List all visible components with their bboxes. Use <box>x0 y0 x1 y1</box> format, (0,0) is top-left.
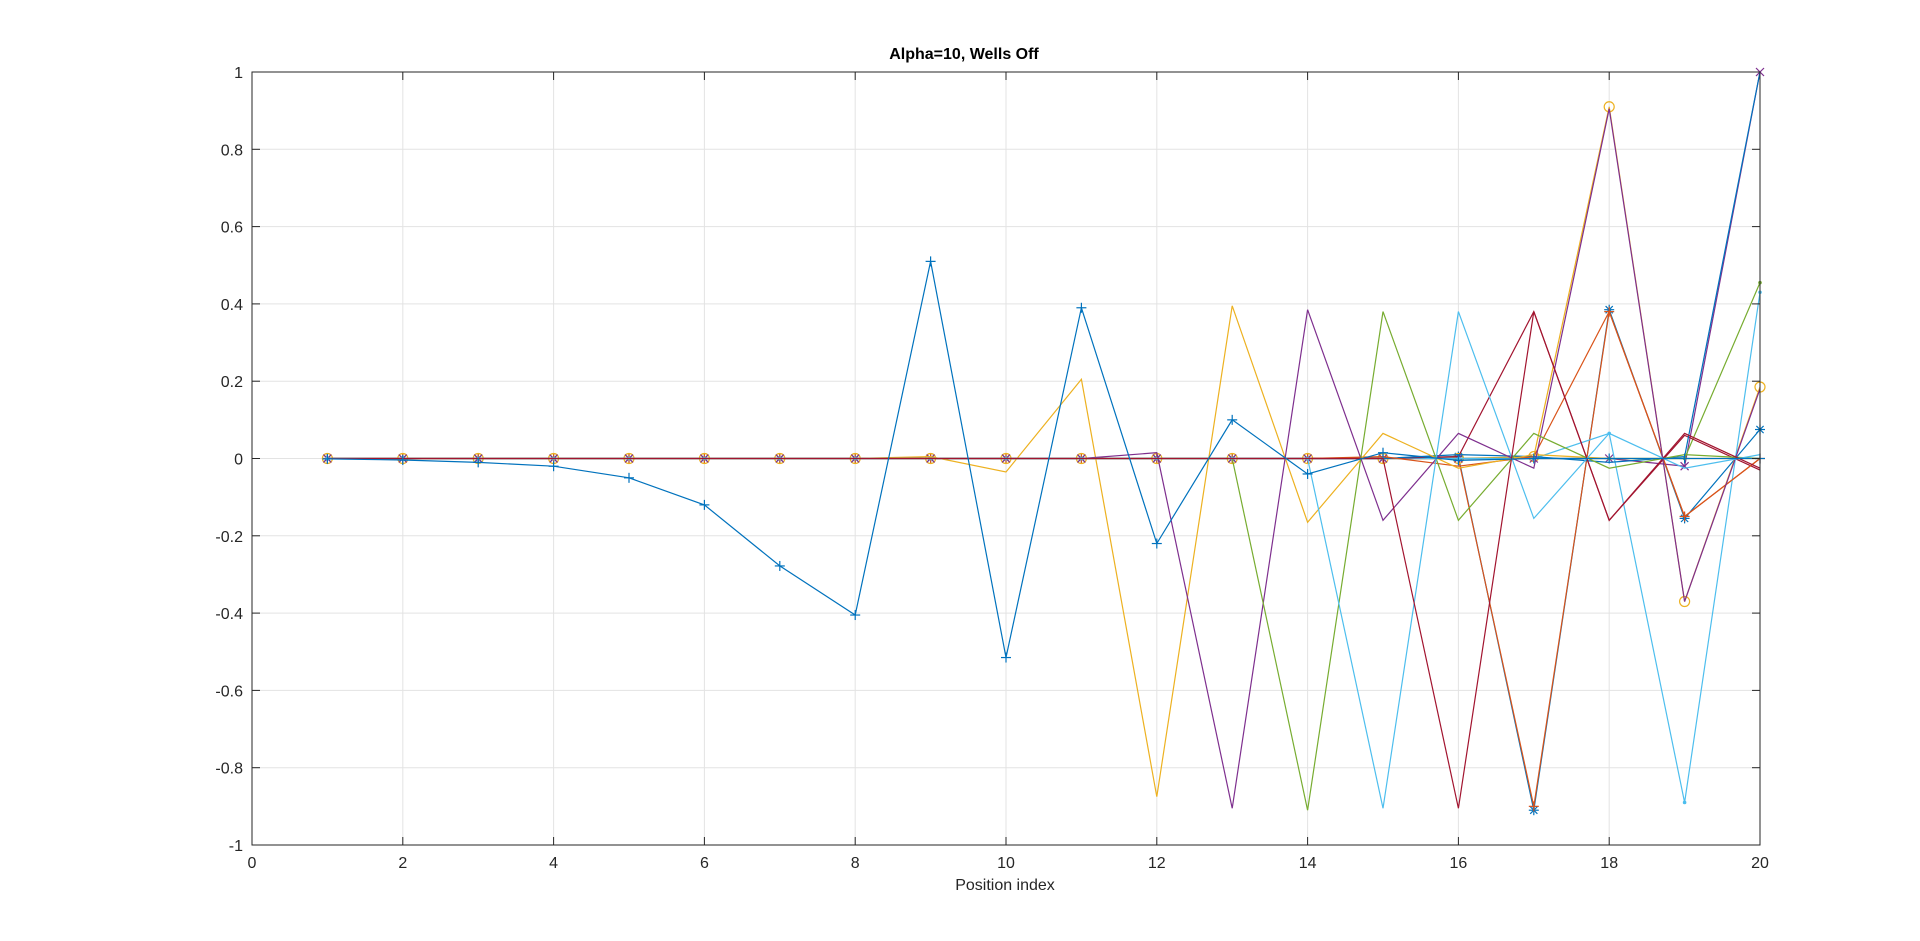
data-point-plus <box>1302 468 1313 479</box>
x-tick-label: 8 <box>851 855 860 872</box>
x-tick-label: 14 <box>1299 855 1317 872</box>
data-point-plus <box>1528 453 1539 464</box>
y-tick-label: -0.6 <box>215 683 243 700</box>
series-line <box>327 311 1761 809</box>
y-tick-label: -1 <box>229 838 243 855</box>
series-line <box>327 311 1761 807</box>
data-point-plus <box>1528 801 1539 812</box>
series-line <box>327 261 1760 658</box>
y-tick-label: -0.2 <box>215 529 243 546</box>
y-tick-label: 1 <box>234 65 243 82</box>
x-axis-label: Position index <box>955 877 1055 894</box>
data-point-plus <box>1604 453 1615 464</box>
data-point-plus <box>774 560 785 571</box>
series-line <box>327 292 1761 803</box>
x-tick-label: 6 <box>700 855 709 872</box>
data-point-circle <box>1678 595 1691 608</box>
tick-labels: 0 2 4 6 8 10 12 14 16 18 20 -1 -0.8 -0.6 -0.4 -0.2 0 0.2 0… <box>215 65 1769 872</box>
data-point-plus <box>322 453 333 464</box>
data-point-plus <box>473 457 484 468</box>
x-tick-label: 2 <box>398 855 407 872</box>
y-tick-label: 0.4 <box>221 297 243 314</box>
chart-title-text: Alpha=10, Wells Off <box>889 46 1039 63</box>
series-line <box>327 71 1761 467</box>
x-tick-label: 10 <box>997 855 1015 872</box>
data-point-plus <box>1001 652 1011 663</box>
series-4 <box>322 67 1765 471</box>
series-line <box>327 106 1761 602</box>
data-point-plus <box>1453 455 1464 466</box>
y-tick-label: 0 <box>234 452 243 469</box>
x-tick-label: 18 <box>1600 855 1618 872</box>
data-point-plus <box>548 461 559 472</box>
series-10 <box>327 305 1760 797</box>
data-point-plus <box>699 499 710 510</box>
x-tick-label: 12 <box>1148 855 1166 872</box>
x-tick-label: 0 <box>248 855 257 872</box>
y-tick-label: 0.8 <box>221 142 243 159</box>
data-point-plus <box>397 455 408 466</box>
axes <box>251 71 1761 846</box>
series-line <box>327 282 1761 460</box>
data-point-plus <box>1679 453 1690 464</box>
series-14 <box>327 311 1761 809</box>
y-tick-label: -0.8 <box>215 761 243 778</box>
x-tick-label: 4 <box>549 855 558 872</box>
data-point-plus <box>1151 538 1162 549</box>
data-point-plus <box>1076 302 1087 313</box>
y-tick-label: 0.6 <box>221 220 243 237</box>
series-2 <box>322 306 1765 812</box>
data-point-dot <box>1682 800 1687 805</box>
x-tick-label: 20 <box>1751 855 1769 872</box>
x-tick-label: 16 <box>1450 855 1468 872</box>
series-15 <box>322 256 1765 663</box>
data-point-plus <box>624 472 634 483</box>
chart-title: Alpha=10, Wells Off <box>0 46 1920 64</box>
y-tick-label: 0.2 <box>221 374 243 391</box>
data-point-plus <box>925 256 936 267</box>
data-point-cross <box>1680 461 1690 471</box>
series-line <box>327 305 1760 797</box>
data-point-plus <box>850 610 861 621</box>
data-point-plus <box>1227 414 1238 425</box>
y-tick-label: -0.4 <box>215 606 243 623</box>
series-layer <box>321 67 1766 816</box>
data-point-plus <box>1378 447 1388 458</box>
